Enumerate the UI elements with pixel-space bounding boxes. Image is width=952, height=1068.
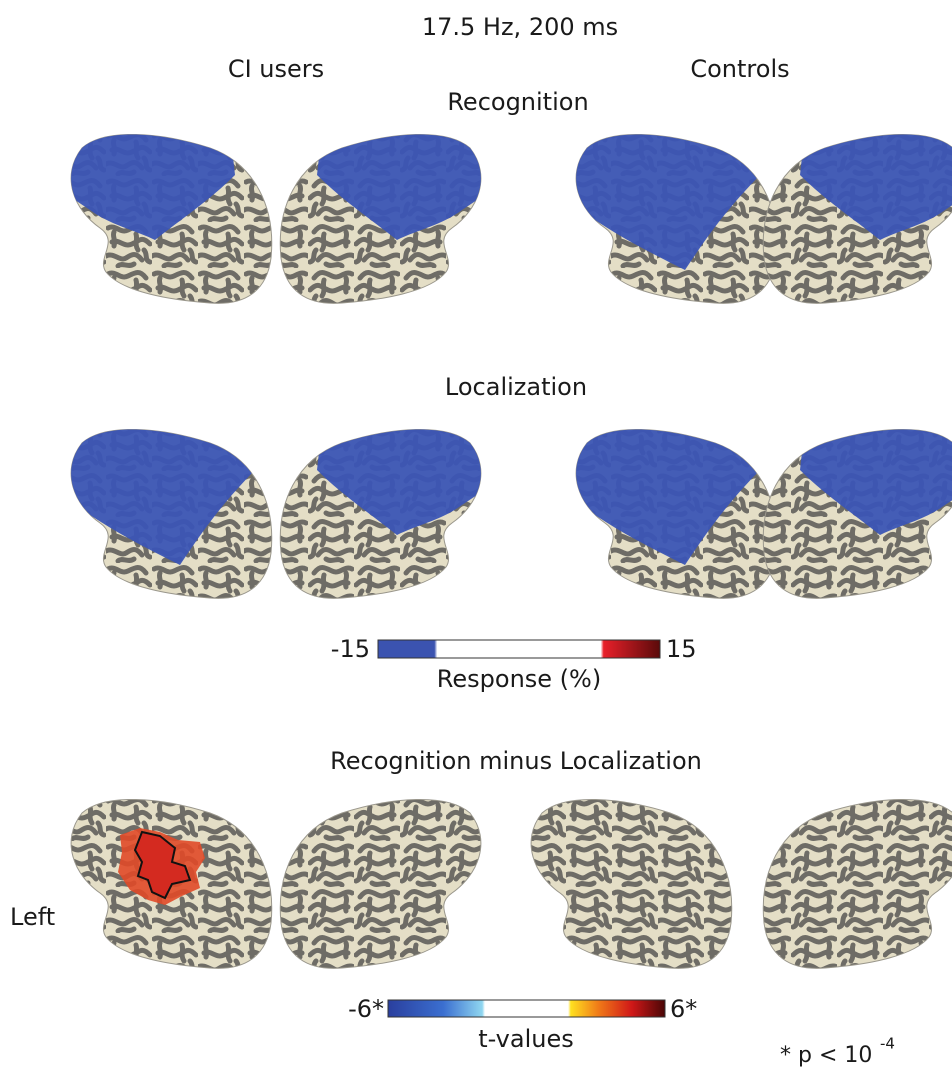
column-label: CI users — [228, 55, 324, 83]
figure-title: 17.5 Hz, 200 ms — [422, 13, 618, 41]
colorbar-min: -6* — [348, 995, 384, 1023]
t-colorbar: -6* 6* t-values — [348, 995, 697, 1053]
response-colorbar: -15 15 Response (%) — [331, 635, 697, 693]
brain-row-recognition — [60, 130, 952, 303]
colorbar-max: 15 — [666, 635, 697, 663]
colorbar-label: t-values — [478, 1025, 573, 1053]
side-label: Left — [10, 903, 55, 931]
row-label: Localization — [445, 373, 587, 401]
footnote-exponent: -4 — [880, 1035, 895, 1053]
brain-row-localization — [60, 425, 952, 598]
footnote: * p < 10 — [780, 1043, 872, 1068]
colorbar-label: Response (%) — [437, 665, 601, 693]
row-label: Recognition — [447, 88, 588, 116]
column-label: Controls — [690, 55, 789, 83]
brain-row-contrast — [71, 799, 952, 968]
colorbar-min: -15 — [331, 635, 370, 663]
colorbar-max: 6* — [670, 995, 697, 1023]
contrast-title: Recognition minus Localization — [330, 747, 702, 775]
